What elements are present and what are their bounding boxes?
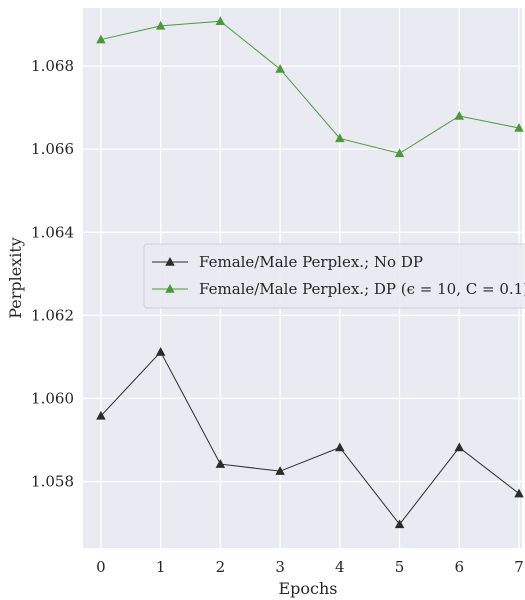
x-tick-label: 4 [335, 558, 345, 576]
y-tick-label: 1.060 [31, 389, 74, 407]
data-point [275, 64, 285, 73]
x-tick-label: 1 [156, 558, 166, 576]
y-tick-label: 1.064 [31, 223, 74, 241]
x-tick-label: 3 [275, 558, 285, 576]
x-tick-label: 5 [395, 558, 405, 576]
tick-labels: 0 1 2 3 4 5 6 7 1.058 1.060 1.062 1.064 1.066 1.068 [31, 57, 524, 576]
y-tick-label: 1.066 [31, 140, 74, 158]
data-point [514, 123, 524, 132]
data-point [454, 442, 465, 452]
data-point [394, 519, 405, 529]
data-point [514, 488, 524, 498]
x-tick-label: 2 [216, 558, 226, 576]
series-line [100, 351, 520, 526]
legend-box [143, 243, 525, 309]
legend: Female/Male Perplex.; No DP Female/Male P… [143, 243, 525, 309]
data-point [155, 346, 166, 356]
data-point [454, 111, 465, 120]
legend-marker [165, 284, 175, 293]
data-point [275, 466, 285, 475]
series-layer [96, 16, 524, 529]
data-point [335, 442, 345, 452]
data-point [155, 20, 166, 30]
x-tick-label: 7 [514, 558, 524, 576]
y-axis-label: Perplexity [6, 237, 25, 319]
data-point [96, 34, 106, 44]
data-point [335, 133, 345, 143]
data-point [394, 148, 405, 158]
y-tick-label: 1.068 [31, 57, 74, 75]
x-axis-label: Epochs [278, 579, 337, 598]
y-tick-label: 1.062 [31, 306, 74, 324]
series-line [100, 20, 520, 154]
y-tick-label: 1.058 [31, 473, 74, 491]
legend-marker [165, 257, 175, 266]
legend-label: Female/Male Perplex.; No DP [199, 253, 423, 271]
legend-label: Female/Male Perplex.; DP (ϵ = 10, C = 0.… [199, 280, 525, 298]
data-point [215, 459, 226, 468]
data-point [96, 410, 106, 420]
x-tick-label: 0 [96, 558, 106, 576]
data-point [215, 16, 226, 26]
x-tick-label: 6 [455, 558, 465, 576]
